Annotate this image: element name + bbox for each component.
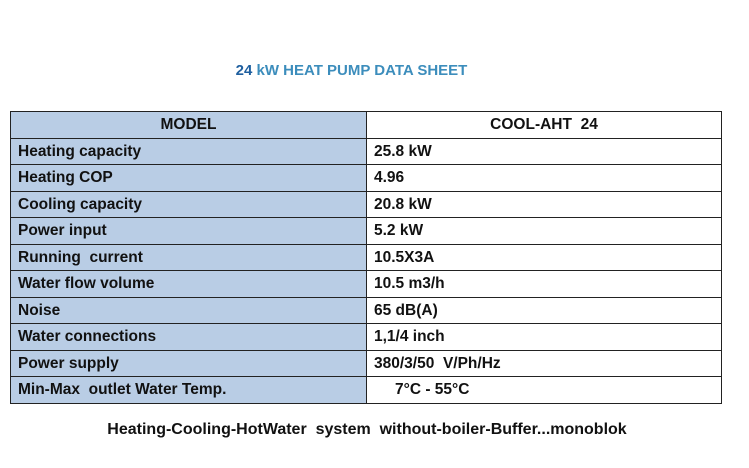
label-cell: Heating capacity: [10, 137, 367, 165]
table-row: Cooling capacity 20.8 kW: [10, 190, 722, 218]
value-cell: 5.2 kW: [366, 217, 722, 245]
label-cell: Min-Max outlet Water Temp.: [10, 376, 367, 404]
table-row: Heating COP 4.96: [10, 164, 722, 192]
data-table: MODEL COOL-AHT 24 Heating capacity 25.8 kW H…: [10, 111, 722, 404]
label-cell: Water connections: [10, 323, 367, 351]
value-cell: 20.8 kW: [366, 190, 722, 218]
title-text: kW HEAT PUMP DATA SHEET: [256, 62, 468, 79]
value-cell: 10.5 m3/h: [366, 270, 722, 298]
value-cell: 10.5X3A: [366, 243, 722, 271]
table-row: Power supply 380/3/50 V/Ph/Hz: [10, 349, 722, 377]
value-cell: 7°C - 55°C: [366, 376, 722, 404]
table-row: Min-Max outlet Water Temp. 7°C - 55°C: [10, 376, 722, 404]
title-number: 24: [235, 62, 253, 79]
header-cell: COOL-AHT 24: [366, 111, 722, 139]
label-cell: Water flow volume: [10, 270, 367, 298]
table-row: Heating capacity 25.8 kW: [10, 137, 722, 165]
label-cell: Cooling capacity: [10, 190, 367, 218]
title: 24 kW HEAT PUMP DATA SHEET: [0, 62, 703, 79]
table-row: Noise 65 dB(A): [10, 296, 722, 324]
header-cell: MODEL: [10, 111, 367, 139]
label-cell: Power supply: [10, 349, 367, 377]
value-cell: 380/3/50 V/Ph/Hz: [366, 349, 722, 377]
value-cell: 65 dB(A): [366, 296, 722, 324]
footer: Heating-Cooling-HotWater system without-…: [107, 421, 627, 438]
value-cell: 25.8 kW: [366, 137, 722, 165]
value-cell: 1,1/4 inch: [366, 323, 722, 351]
label-cell: Running current: [10, 243, 367, 271]
table-row: Power input 5.2 kW: [10, 217, 722, 245]
table-row: Running current 10.5X3A: [10, 243, 722, 271]
label-cell: Noise: [10, 296, 367, 324]
table-row: Water connections 1,1/4 inch: [10, 323, 722, 351]
value-cell: 4.96: [366, 164, 722, 192]
label-cell: Power input: [10, 217, 367, 245]
header-row: MODEL COOL-AHT 24: [10, 111, 722, 139]
table-row: Water flow volume 10.5 m3/h: [10, 270, 722, 298]
label-cell: Heating COP: [10, 164, 367, 192]
